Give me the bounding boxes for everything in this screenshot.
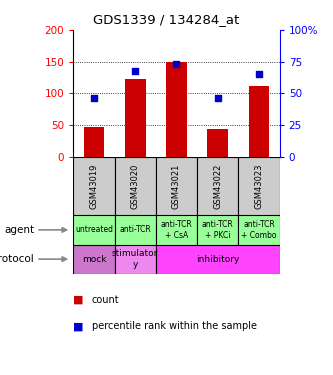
Bar [156,215,197,244]
Text: untreated: untreated [75,225,113,234]
Bar [156,157,197,215]
Bar [156,244,280,274]
Text: mock: mock [82,255,106,264]
Text: ■: ■ [73,321,84,331]
Point [215,96,220,102]
Bar [73,157,115,215]
Bar [238,157,280,215]
Text: anti-TCR
+ PKCi: anti-TCR + PKCi [202,220,234,240]
Text: anti-TCR
+ CsA: anti-TCR + CsA [161,220,192,240]
Text: protocol: protocol [0,254,34,264]
Text: GSM43020: GSM43020 [131,164,140,209]
Point [174,61,179,67]
Bar [166,62,187,157]
Text: percentile rank within the sample: percentile rank within the sample [92,321,256,331]
Text: GSM43022: GSM43022 [213,164,222,209]
Bar [115,215,156,244]
Bar [73,244,115,274]
Bar [84,127,104,157]
Text: anti-TCR: anti-TCR [119,225,151,234]
Text: stimulator
y: stimulator y [112,249,159,269]
Bar [197,157,238,215]
Text: GSM43021: GSM43021 [172,164,181,209]
Text: GSM43019: GSM43019 [89,164,99,209]
Bar [115,244,156,274]
Bar [238,215,280,244]
Bar [125,80,146,157]
Text: GSM43023: GSM43023 [254,163,264,209]
Text: agent: agent [4,225,34,235]
Bar [207,129,228,157]
Point [91,96,97,102]
Bar [249,86,269,157]
Point [133,68,138,74]
Bar [115,157,156,215]
Bar [197,215,238,244]
Bar [73,215,115,244]
Text: GDS1339 / 134284_at: GDS1339 / 134284_at [93,13,240,26]
Text: ■: ■ [73,295,84,305]
Point [256,71,262,77]
Text: anti-TCR
+ Combo: anti-TCR + Combo [241,220,277,240]
Text: count: count [92,295,119,305]
Text: inhibitory: inhibitory [196,255,239,264]
